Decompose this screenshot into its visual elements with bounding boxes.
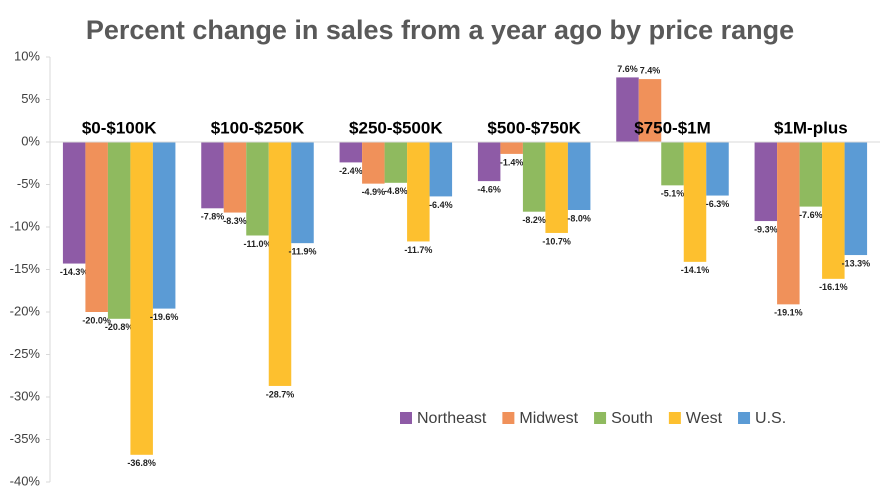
bar — [500, 142, 523, 154]
bar — [844, 142, 868, 256]
legend-swatch — [502, 412, 515, 424]
value-label: -7.8% — [201, 212, 225, 222]
value-label: -4.6% — [477, 184, 501, 194]
y-tick-label: 10% — [14, 48, 40, 63]
y-tick-label: -30% — [10, 388, 41, 403]
bar — [477, 142, 501, 182]
y-tick-label: -5% — [17, 176, 41, 191]
value-label: -9.3% — [754, 224, 778, 234]
legend-swatch — [738, 412, 751, 424]
value-label: 7.4% — [640, 65, 661, 75]
value-label: -11.9% — [288, 247, 316, 257]
category-label: $250-$500K — [349, 118, 443, 137]
bar — [822, 142, 845, 279]
bar — [706, 142, 729, 196]
bar — [223, 142, 247, 213]
bar — [661, 142, 684, 186]
value-label: -4.9% — [362, 187, 386, 197]
bar — [201, 142, 224, 209]
bar — [62, 142, 86, 264]
bar — [362, 142, 385, 184]
value-label: -7.6% — [799, 210, 823, 220]
value-label: -11.0% — [243, 239, 271, 249]
legend-label: Midwest — [519, 410, 578, 427]
bar — [246, 142, 269, 236]
category-label: $0-$100K — [82, 118, 157, 137]
bar — [268, 142, 292, 386]
bar — [777, 142, 800, 305]
value-label: -8.2% — [522, 215, 546, 225]
legend-label: West — [686, 410, 723, 427]
bar — [384, 142, 408, 183]
bar — [799, 142, 823, 207]
legend-label: South — [611, 410, 653, 427]
y-tick-label: -35% — [10, 431, 41, 446]
value-label: -14.1% — [681, 265, 710, 275]
legend-swatch — [594, 412, 607, 424]
bar — [407, 142, 430, 242]
y-tick-label: -40% — [10, 473, 41, 488]
value-label: -19.1% — [774, 308, 803, 318]
value-label: -11.7% — [404, 245, 432, 255]
bar — [754, 142, 778, 222]
bar — [522, 142, 546, 212]
bar — [638, 79, 662, 142]
y-tick-label: -10% — [10, 218, 41, 233]
value-label: -28.7% — [266, 389, 295, 399]
bar — [567, 142, 591, 210]
value-label: -20.8% — [105, 322, 134, 332]
value-label: -4.8% — [384, 186, 408, 196]
value-label: -13.3% — [842, 258, 871, 268]
value-label: -36.8% — [127, 458, 156, 468]
category-label: $1M-plus — [774, 118, 848, 137]
value-label: -6.3% — [706, 199, 730, 209]
legend-swatch — [400, 412, 412, 424]
bar — [429, 142, 453, 197]
bar — [130, 142, 153, 455]
value-label: -1.4% — [500, 157, 524, 167]
bar — [107, 142, 131, 319]
bar — [152, 142, 176, 309]
bar — [683, 142, 707, 262]
legend-label: Northeast — [417, 410, 487, 427]
y-tick-label: 0% — [21, 133, 40, 148]
bar — [616, 77, 639, 142]
y-tick-label: -20% — [10, 303, 41, 318]
value-label: -6.4% — [429, 200, 453, 210]
value-label: -8.0% — [567, 213, 591, 223]
y-tick-label: 5% — [21, 91, 40, 106]
value-label: -10.7% — [542, 236, 571, 246]
y-tick-label: -25% — [10, 346, 41, 361]
category-label: $500-$750K — [487, 118, 581, 137]
value-label: -5.1% — [661, 189, 685, 199]
value-label: -20.0% — [82, 315, 111, 325]
legend-swatch — [668, 412, 681, 424]
value-label: -2.4% — [339, 166, 363, 176]
category-label: $100-$250K — [211, 118, 305, 137]
bar — [545, 142, 568, 233]
bar — [291, 142, 314, 244]
value-label: -19.6% — [150, 312, 179, 322]
value-label: 7.6% — [617, 64, 638, 74]
chart-title: Percent change in sales from a year ago … — [86, 15, 794, 45]
value-label: -8.3% — [223, 216, 247, 226]
bar — [85, 142, 108, 312]
value-label: -16.1% — [819, 282, 848, 292]
y-tick-label: -15% — [10, 261, 41, 276]
value-label: -14.3% — [60, 267, 89, 277]
bar — [339, 142, 363, 163]
category-label: $750-$1M — [634, 118, 711, 137]
legend-label: U.S. — [755, 410, 786, 427]
